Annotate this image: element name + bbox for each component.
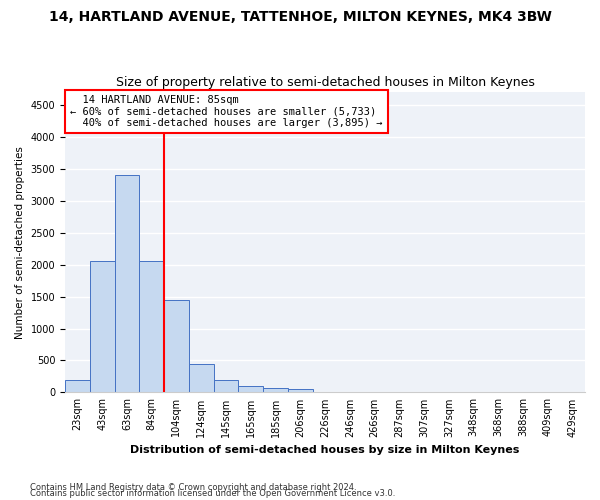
Title: Size of property relative to semi-detached houses in Milton Keynes: Size of property relative to semi-detach… [116,76,535,90]
Bar [65,380,90,392]
X-axis label: Distribution of semi-detached houses by size in Milton Keynes: Distribution of semi-detached houses by … [130,445,520,455]
Text: Contains public sector information licensed under the Open Government Licence v3: Contains public sector information licen… [30,490,395,498]
Bar [214,380,238,392]
Bar [189,364,214,392]
Bar [115,175,139,392]
Bar [164,300,189,392]
Text: 14, HARTLAND AVENUE, TATTENHOE, MILTON KEYNES, MK4 3BW: 14, HARTLAND AVENUE, TATTENHOE, MILTON K… [49,10,551,24]
Text: Contains HM Land Registry data © Crown copyright and database right 2024.: Contains HM Land Registry data © Crown c… [30,484,356,492]
Text: 14 HARTLAND AVENUE: 85sqm
← 60% of semi-detached houses are smaller (5,733)
  40: 14 HARTLAND AVENUE: 85sqm ← 60% of semi-… [70,95,383,128]
Bar [90,262,115,392]
Bar [238,386,263,392]
Bar [263,388,288,392]
Bar [288,389,313,392]
Y-axis label: Number of semi-detached properties: Number of semi-detached properties [15,146,25,338]
Bar [139,262,164,392]
